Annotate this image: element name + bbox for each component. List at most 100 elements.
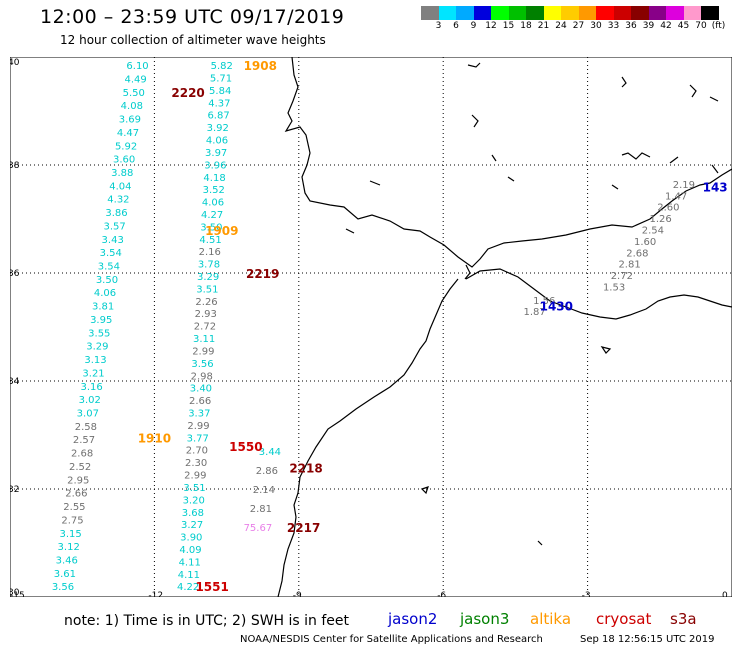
color-scale-label: 45 bbox=[677, 21, 690, 31]
wave-height-value: 4.47 bbox=[117, 128, 139, 139]
wave-height-value: 1.47 bbox=[665, 191, 687, 202]
wave-height-value: 3.68 bbox=[182, 508, 204, 519]
wave-height-value: 3.90 bbox=[180, 533, 202, 544]
wave-height-value: 3.55 bbox=[88, 328, 110, 339]
color-scale-label: 33 bbox=[607, 21, 620, 31]
wave-height-value: 2.58 bbox=[75, 422, 97, 433]
wave-height-value: 2.19 bbox=[673, 180, 695, 191]
wave-height-value: 3.21 bbox=[82, 368, 104, 379]
wave-height-value: 3.46 bbox=[56, 555, 78, 566]
wave-height-value: 1.26 bbox=[649, 214, 671, 225]
wave-height-value: 3.54 bbox=[98, 262, 120, 273]
wave-height-value: 2.54 bbox=[642, 226, 664, 237]
lon-label: -6 bbox=[437, 591, 446, 597]
wave-height-value: 6.87 bbox=[207, 111, 229, 122]
wave-height-value: 3.81 bbox=[92, 302, 114, 313]
color-scale-label: 9 bbox=[470, 21, 477, 31]
pass-time-label: 1910 bbox=[138, 432, 171, 446]
wave-height-value: 4.49 bbox=[125, 74, 147, 85]
wave-height-value: 3.88 bbox=[111, 168, 133, 179]
color-swatch bbox=[473, 6, 491, 20]
wave-height-value: 3.51 bbox=[183, 483, 205, 494]
wave-height-value: 3.12 bbox=[58, 542, 80, 553]
wave-height-value: 4.11 bbox=[178, 570, 200, 581]
color-scale-label: 42 bbox=[660, 21, 672, 31]
wave-height-value: 3.69 bbox=[119, 115, 141, 126]
wave-height-value: 2.72 bbox=[611, 271, 633, 282]
generated-timestamp: Sep 18 12:56:15 UTC 2019 bbox=[580, 634, 715, 645]
wave-height-value: 3.78 bbox=[198, 260, 220, 271]
wave-height-value: 3.50 bbox=[200, 222, 222, 233]
wave-height-value: 3.51 bbox=[196, 284, 218, 295]
wave-height-value: 5.50 bbox=[123, 88, 145, 99]
color-scale-label: (ft) bbox=[711, 21, 726, 31]
wave-height-value: 3.92 bbox=[207, 123, 229, 134]
color-scale-label: 24 bbox=[555, 21, 567, 31]
units-note: note: 1) Time is in UTC; 2) SWH is in fe… bbox=[64, 613, 350, 629]
lat-label: 40 bbox=[10, 58, 20, 68]
color-swatch bbox=[613, 6, 631, 20]
lat-label: 36 bbox=[10, 269, 20, 279]
lon-label: -12 bbox=[148, 591, 163, 597]
credit-line: NOAA/NESDIS Center for Satellite Applica… bbox=[240, 634, 543, 645]
wave-height-value: 3.13 bbox=[84, 355, 106, 366]
lat-label: 34 bbox=[10, 377, 20, 387]
wave-height-value: 5.84 bbox=[209, 86, 231, 97]
wave-height-value: 3.29 bbox=[197, 272, 219, 283]
lon-label: -15 bbox=[10, 591, 25, 597]
wave-height-value: 4.37 bbox=[208, 98, 230, 109]
wave-height-value: 3.44 bbox=[259, 447, 281, 458]
wave-height-value: 2.81 bbox=[250, 504, 272, 515]
wave-height-value: 2.66 bbox=[65, 489, 87, 500]
wave-height-value: 1.53 bbox=[603, 283, 625, 294]
legend-item-cryosat: cryosat bbox=[596, 610, 652, 628]
graticule bbox=[10, 57, 732, 597]
wave-height-value: 3.40 bbox=[190, 384, 212, 395]
wave-height-value: 3.07 bbox=[77, 409, 99, 420]
wave-height-value: 4.22 bbox=[177, 582, 199, 593]
wave-height-value: 4.27 bbox=[201, 210, 223, 221]
wave-height-value: 3.95 bbox=[90, 315, 112, 326]
wave-height-value: 3.15 bbox=[59, 529, 81, 540]
wave-height-value: 5.82 bbox=[211, 61, 233, 72]
wave-height-value: 3.29 bbox=[86, 342, 108, 353]
map-title: 12:00 – 23:59 UTC 09/17/2019 bbox=[40, 6, 345, 28]
map-frame bbox=[10, 57, 732, 597]
color-swatch bbox=[456, 6, 474, 20]
color-scale-label: 18 bbox=[520, 21, 532, 31]
color-swatch bbox=[666, 6, 684, 20]
wave-height-value: 4.06 bbox=[206, 136, 228, 147]
wave-height-value: 2.81 bbox=[618, 260, 640, 271]
map-subtitle: 12 hour collection of altimeter wave hei… bbox=[60, 33, 326, 47]
color-swatch bbox=[631, 6, 649, 20]
wave-height-value: 3.96 bbox=[204, 160, 226, 171]
wave-height-value: 1.60 bbox=[634, 237, 656, 248]
color-scale-label: 21 bbox=[537, 21, 550, 31]
wave-height-value: 3.77 bbox=[187, 433, 209, 444]
color-scale-label: 70 bbox=[695, 21, 707, 31]
wave-height-value: 2.68 bbox=[71, 449, 93, 460]
wave-height-value: 3.50 bbox=[96, 275, 118, 286]
color-swatch bbox=[683, 6, 701, 20]
wave-height-value: 2.52 bbox=[69, 462, 91, 473]
color-scale-label: 6 bbox=[453, 21, 459, 31]
wave-height-value: 2.60 bbox=[657, 203, 679, 214]
wave-height-value: 3.86 bbox=[105, 208, 127, 219]
lat-label: 38 bbox=[10, 161, 20, 171]
wave-height-value: 2.30 bbox=[185, 458, 207, 469]
wave-height-values: 6.10 4.49 5.50 4.08 3.69 4.47 5.92 3.60 3.88 4.04… bbox=[52, 61, 695, 593]
wave-height-value: 3.52 bbox=[203, 185, 225, 196]
wave-height-value: 4.11 bbox=[179, 557, 201, 568]
wave-height-value: 2.26 bbox=[195, 297, 217, 308]
pass-time-label: 143 bbox=[703, 181, 728, 195]
wave-height-value: 4.51 bbox=[199, 235, 221, 246]
lat-label: 30 bbox=[10, 588, 20, 597]
color-scale-label: 27 bbox=[572, 21, 585, 31]
wave-height-value: 5.71 bbox=[210, 74, 232, 85]
wave-height-value: 4.04 bbox=[109, 181, 131, 192]
wave-height-value: 1.56 bbox=[533, 296, 555, 307]
wave-height-value: 2.93 bbox=[195, 309, 217, 320]
wave-height-value: 2.95 bbox=[67, 475, 89, 486]
color-scale-label: 15 bbox=[502, 21, 515, 31]
lon-label: -3 bbox=[582, 591, 591, 597]
